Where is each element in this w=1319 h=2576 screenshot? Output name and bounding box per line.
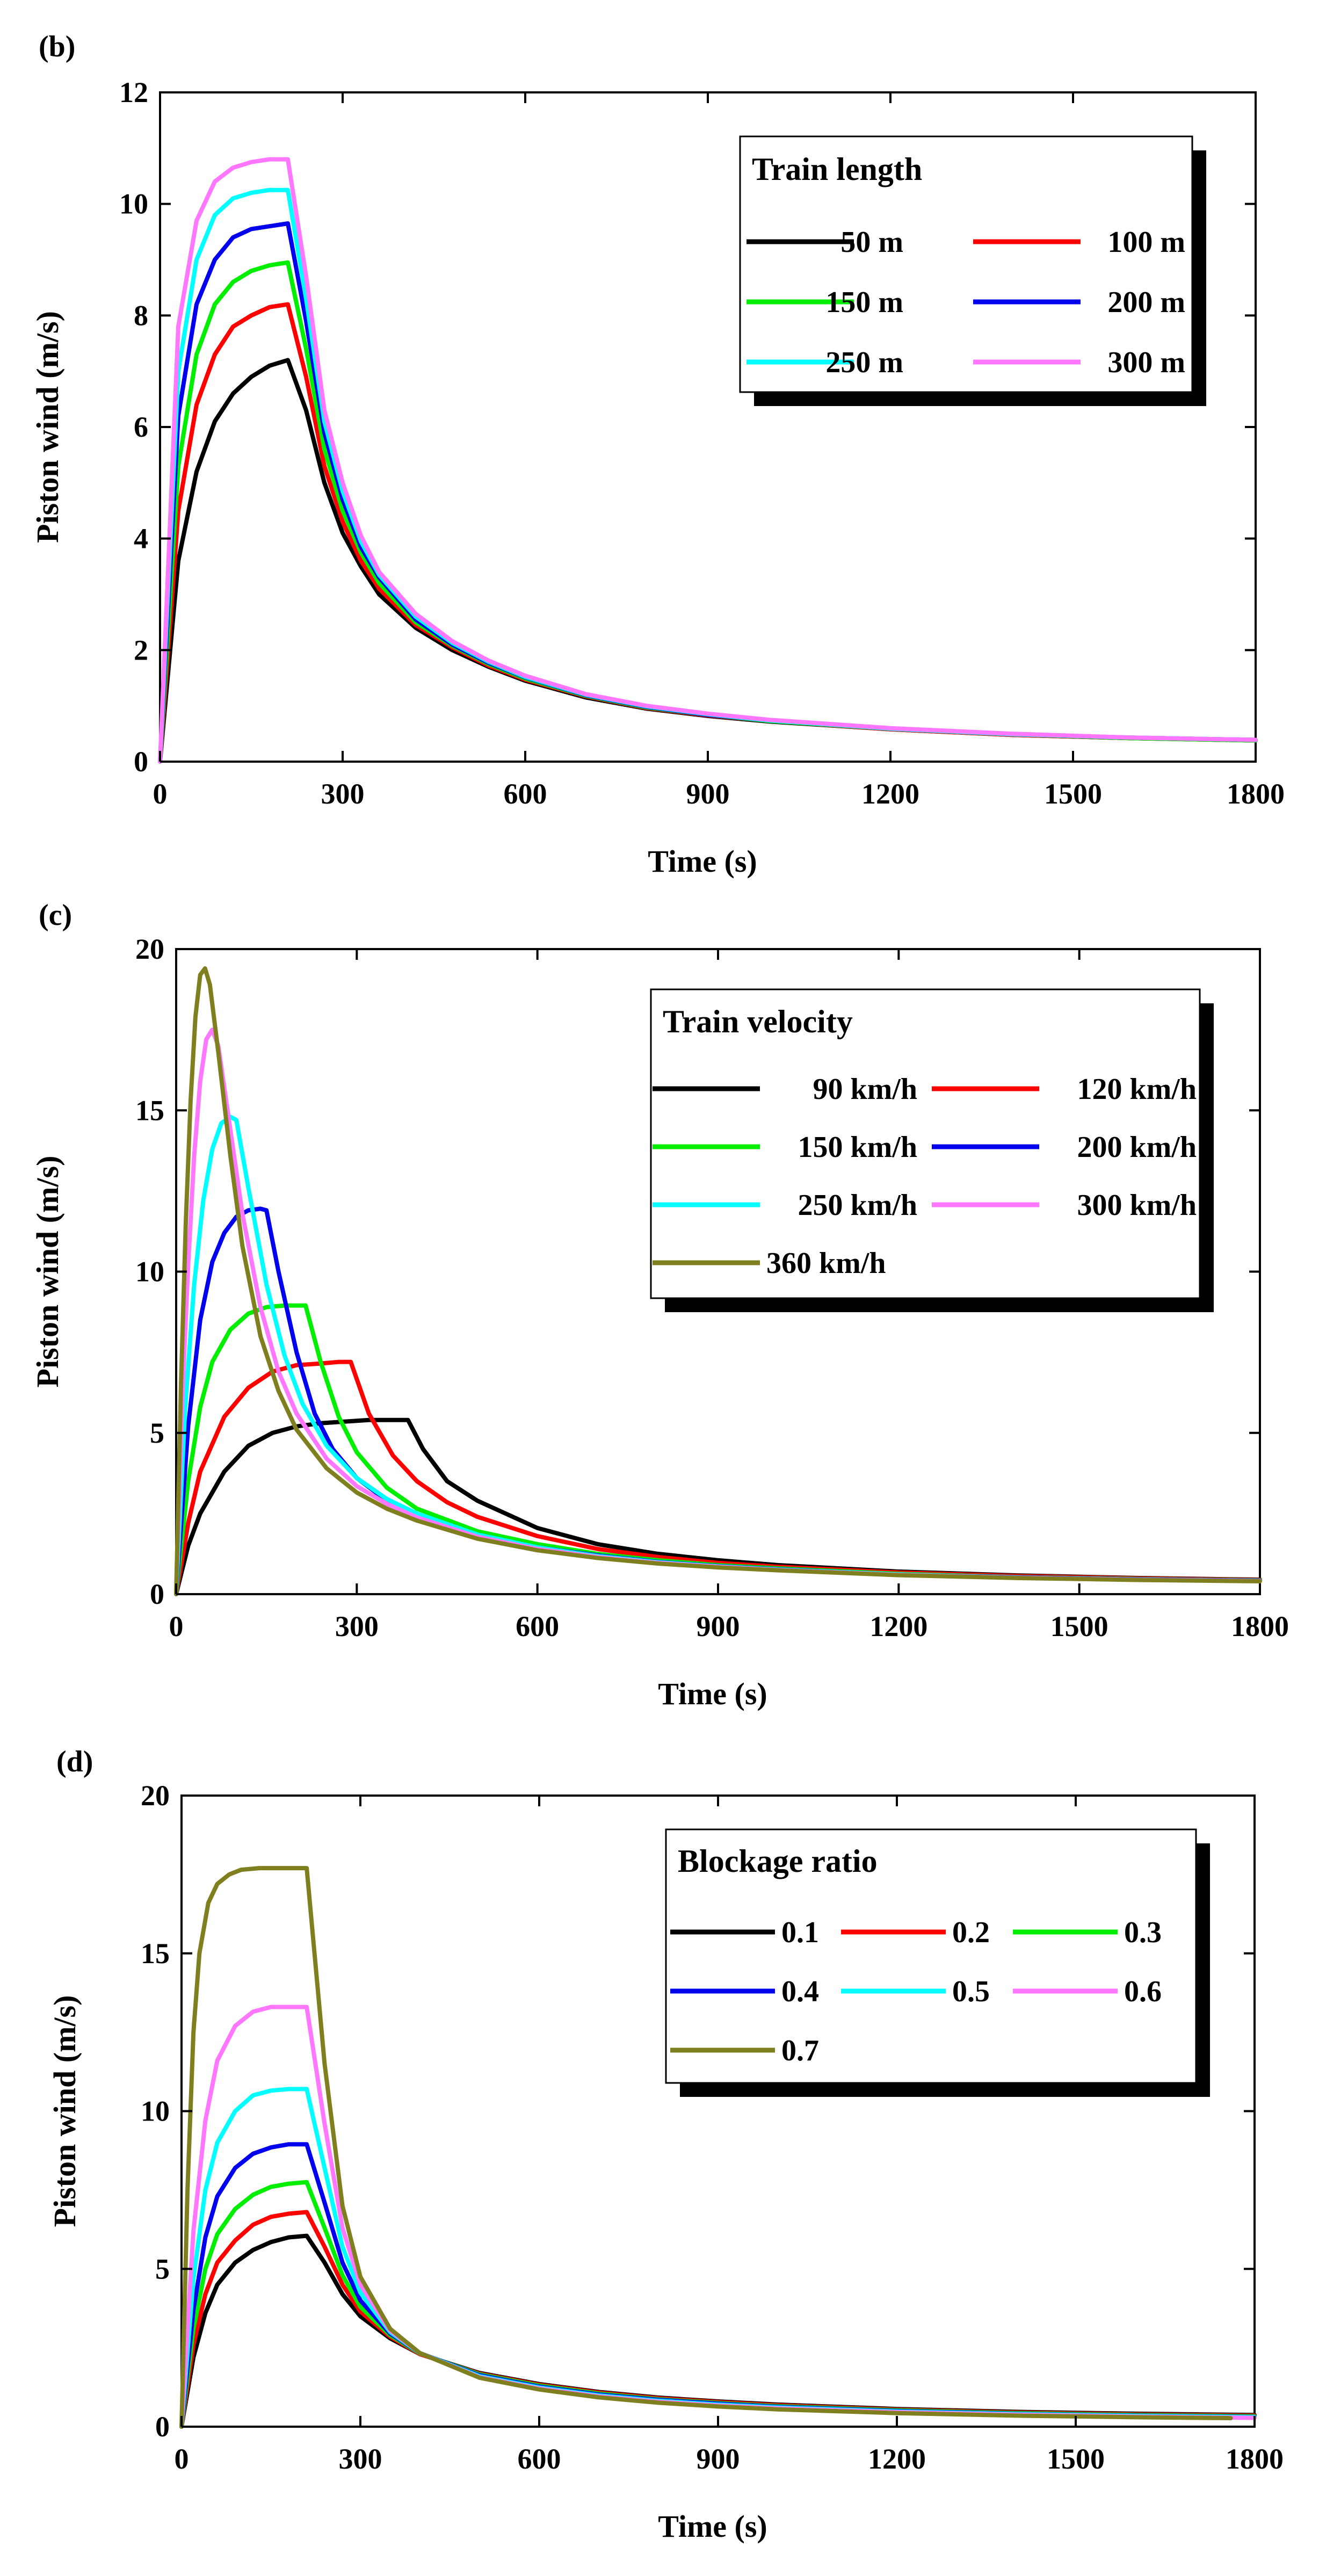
x-tick-label: 1200 — [868, 2443, 926, 2475]
legend-item-label: 50 m — [840, 226, 903, 259]
legend-item-label: 200 km/h — [1077, 1131, 1197, 1164]
y-tick-label: 12 — [119, 76, 148, 108]
series-line-150-km-h — [174, 1303, 1262, 1596]
x-tick-label: 1800 — [1231, 1610, 1289, 1642]
legend-item-label: 360 km/h — [766, 1247, 886, 1280]
series-line-300-m — [158, 157, 1258, 764]
legend-title: Blockage ratio — [678, 1843, 878, 1879]
series-line-0-7 — [179, 1866, 1233, 2429]
legend-title: Train length — [752, 151, 922, 187]
x-tick-label: 900 — [697, 1610, 740, 1642]
chart-panel-1: (b) 0 300 600 900 1200 1500 1800 0 2 4 6 8 10 12 Time (… — [30, 30, 1285, 879]
legend: Blockage ratio 0.1 0.2 0.3 0.4 0.5 0.6 0.7 — [665, 1828, 1210, 2097]
y-axis-label: Piston wind (m/s) — [30, 311, 65, 543]
legend: Train length 50 m 100 m 150 m 200 m 250 m 300 … — [739, 135, 1206, 406]
series-line-360-km-h — [174, 966, 1262, 1596]
x-tick-label: 0 — [169, 1610, 184, 1642]
y-tick-label: 20 — [141, 1779, 170, 1812]
legend-item-label: 0.5 — [952, 1975, 990, 2008]
y-tick-label: 0 — [134, 746, 148, 778]
legend-item-label: 0.3 — [1124, 1916, 1162, 1949]
panel-label: (d) — [56, 1745, 93, 1778]
y-axis-label: Piston wind (m/s) — [30, 1156, 65, 1388]
chart-panel-3: (d) 0 300 600 900 1200 1500 1800 0 5 10 15 20 Time (s… — [47, 1745, 1284, 2544]
series-group — [179, 1866, 1257, 2429]
legend-item-label: 0.7 — [781, 2034, 819, 2067]
legend-item-label: 0.1 — [781, 1916, 819, 1949]
legend: Train velocity 90 km/h 120 km/h 150 km/h 200… — [650, 988, 1214, 1312]
y-tick-label: 6 — [134, 411, 148, 443]
y-tick-label: 20 — [135, 933, 164, 965]
panel-label: (c) — [39, 899, 72, 932]
x-tick-label: 1500 — [1047, 2443, 1105, 2475]
legend-item-label: 0.2 — [952, 1916, 990, 1949]
x-tick-label: 1500 — [1050, 1610, 1108, 1642]
legend-box — [650, 988, 1201, 1299]
panel-label: (b) — [39, 30, 75, 63]
x-tick-label: 600 — [518, 2443, 561, 2475]
x-tick-label: 0 — [175, 2443, 189, 2475]
x-axis-label: Time (s) — [648, 844, 757, 879]
y-tick-label: 8 — [134, 299, 148, 331]
legend-item-label: 90 km/h — [813, 1073, 918, 1106]
legend-item-label: 200 m — [1107, 286, 1185, 319]
x-tick-label: 600 — [516, 1610, 559, 1642]
series-group — [174, 966, 1262, 1596]
legend-item-label: 120 km/h — [1077, 1073, 1197, 1106]
y-tick-label: 5 — [155, 2253, 170, 2285]
y-tick-label: 10 — [119, 188, 148, 220]
legend-item-label: 0.6 — [1124, 1975, 1162, 2008]
x-tick-label: 1500 — [1044, 778, 1102, 810]
y-tick-label: 0 — [150, 1578, 164, 1610]
y-tick-label: 15 — [135, 1094, 164, 1126]
series-group — [158, 157, 1258, 764]
legend-box — [665, 1828, 1197, 2084]
x-tick-label: 900 — [686, 778, 730, 810]
legend-item-label: 0.4 — [781, 1975, 819, 2008]
x-tick-label: 900 — [697, 2443, 740, 2475]
x-tick-label: 300 — [321, 778, 365, 810]
y-tick-label: 10 — [135, 1256, 164, 1288]
x-tick-label: 1800 — [1226, 2443, 1284, 2475]
y-tick-label: 5 — [150, 1417, 164, 1449]
x-tick-label: 1200 — [861, 778, 919, 810]
x-tick-label: 300 — [339, 2443, 382, 2475]
x-tick-label: 600 — [504, 778, 547, 810]
x-axis-label: Time (s) — [658, 1676, 767, 1711]
legend-item-label: 150 m — [825, 286, 903, 319]
legend-item-label: 250 m — [825, 346, 903, 379]
legend-item-label: 250 km/h — [798, 1189, 918, 1222]
y-tick-label: 0 — [155, 2411, 170, 2443]
legend-box — [739, 135, 1193, 393]
y-tick-label: 15 — [141, 1937, 170, 1970]
legend-item-label: 300 m — [1107, 346, 1185, 379]
legend-item-label: 100 m — [1107, 226, 1185, 259]
x-tick-label: 1800 — [1227, 778, 1285, 810]
y-tick-label: 4 — [134, 523, 148, 555]
x-tick-label: 300 — [335, 1610, 379, 1642]
x-axis-label: Time (s) — [658, 2509, 767, 2544]
y-axis-label: Piston wind (m/s) — [47, 1995, 82, 2227]
legend-item-label: 300 km/h — [1077, 1189, 1197, 1222]
y-tick-label: 10 — [141, 2095, 170, 2128]
y-tick-label: 2 — [134, 634, 148, 666]
chart-panel-2: (c) 0 300 600 900 1200 1500 1800 0 5 10 15 20 Time (s… — [30, 899, 1289, 1711]
legend-title: Train velocity — [663, 1004, 853, 1039]
x-tick-label: 0 — [153, 778, 168, 810]
legend-item-label: 150 km/h — [798, 1131, 918, 1164]
x-tick-label: 1200 — [869, 1610, 927, 1642]
